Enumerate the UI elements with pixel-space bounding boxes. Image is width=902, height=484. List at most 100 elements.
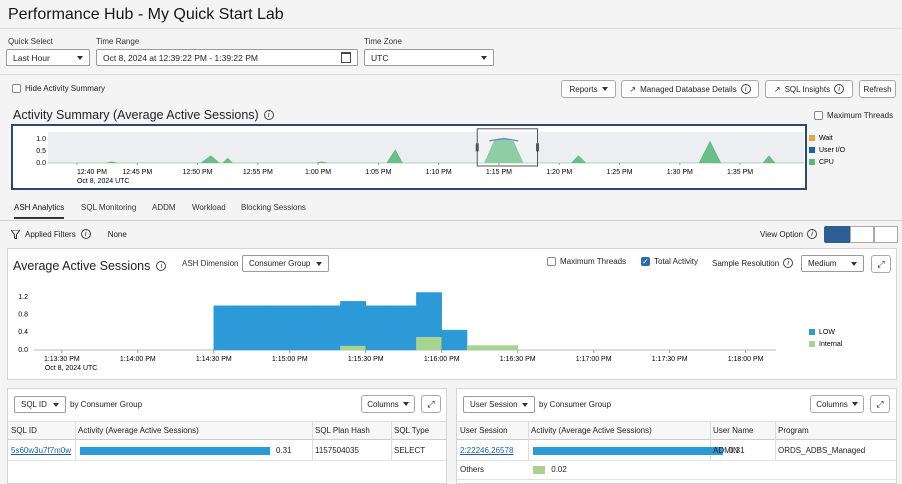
ash-title: Average Active Sessions <box>13 259 151 273</box>
activity-value: 0.31 <box>276 446 292 455</box>
ash-heading: Average Active Sessions i <box>13 259 167 273</box>
column-divider <box>391 421 392 461</box>
quick-select[interactable]: Last Hour <box>6 49 90 66</box>
dimension-value: SQL ID <box>21 400 47 409</box>
info-icon: i <box>834 84 845 94</box>
column-header: SQL ID <box>11 426 37 435</box>
dimension-select[interactable]: User Session <box>463 396 535 413</box>
dimension-select[interactable]: SQL ID <box>14 396 66 413</box>
expand-button[interactable]: ⤢ <box>871 255 891 273</box>
toolbar-button[interactable]: Reports <box>561 80 616 98</box>
sample-resolution: Sample Resolution i <box>712 258 794 268</box>
ash-dimension-select[interactable]: Consumer Group <box>242 255 329 272</box>
column-divider <box>312 421 313 461</box>
legend-swatch <box>809 135 815 141</box>
column-header: Program <box>778 426 809 435</box>
time-zone-value: UTC <box>371 52 389 63</box>
legend-label: CPU <box>819 159 834 166</box>
summary-chart-frame <box>11 124 807 190</box>
view-chart-button[interactable] <box>824 226 850 243</box>
summary-heading: Activity Summary (Average Active Session… <box>13 108 274 122</box>
link-icon: ↗ <box>629 84 637 94</box>
button-label: Managed Database Details <box>640 84 737 94</box>
calendar-icon <box>341 52 351 63</box>
caret <box>316 261 322 266</box>
ash-panel <box>7 248 897 380</box>
caret <box>522 402 528 407</box>
ash-total-activity[interactable]: ✓ Total Activity <box>641 257 698 266</box>
table-panel: User Session by Consumer Group Columns ⤢ Use… <box>456 388 897 484</box>
time-range-value: Oct 8, 2024 at 12:39:22 PM - 1:39:22 PM <box>103 52 258 63</box>
tab[interactable]: ADDM <box>152 203 176 212</box>
sample-resolution-label: Sample Resolution <box>712 258 780 268</box>
row-link[interactable]: 5s60w3u7f7m0w <box>11 446 72 455</box>
checkbox: ✓ <box>641 257 650 266</box>
column-header: Activity (Average Active Sessions) <box>531 426 652 435</box>
info-icon[interactable]: i <box>783 258 794 268</box>
sample-resolution-select[interactable]: Medium <box>801 255 864 272</box>
dimension-value: User Session <box>470 400 518 409</box>
toolbar-button[interactable]: Refresh <box>859 80 896 98</box>
button-label: Refresh <box>863 84 892 94</box>
view-table-button[interactable] <box>874 226 898 243</box>
row-link[interactable]: 2:22246,26578 <box>460 446 514 455</box>
max-threads-label: Maximum Threads <box>560 257 627 266</box>
total-activity-label: Total Activity <box>654 257 699 266</box>
hide-summary-label: Hide Activity Summary <box>25 84 106 93</box>
column-divider <box>528 421 529 461</box>
tab[interactable]: ASH Analytics <box>14 203 65 219</box>
caret <box>402 402 409 406</box>
max-threads-label: Maximum Threads <box>827 111 894 120</box>
summary-title: Activity Summary (Average Active Session… <box>13 108 259 122</box>
activity-bar <box>533 466 546 474</box>
info-icon[interactable]: i <box>156 261 167 271</box>
view-bar-button[interactable] <box>850 226 874 243</box>
cell: SELECT <box>394 446 426 455</box>
toolbar-button[interactable]: ↗ SQL Insights i <box>765 80 853 98</box>
time-range-input[interactable]: Oct 8, 2024 at 12:39:22 PM - 1:39:22 PM <box>96 49 358 66</box>
quick-select-value: Last Hour <box>13 52 50 63</box>
legend-swatch <box>809 147 815 153</box>
quick-select-label: Quick Select <box>8 37 53 46</box>
time-zone-label: Time Zone <box>364 37 402 46</box>
button-label: SQL Insights <box>784 84 831 94</box>
view-option: View Option i <box>760 229 817 239</box>
column-header: User Session <box>460 426 508 435</box>
info-icon: i <box>740 84 751 94</box>
info-icon[interactable]: i <box>807 229 817 239</box>
sample-resolution-value: Medium <box>808 259 837 268</box>
tab[interactable]: Blocking Sessions <box>241 203 306 212</box>
caret <box>53 402 59 407</box>
checkbox <box>547 257 556 266</box>
tab[interactable]: Workload <box>192 203 226 212</box>
hide-summary-toggle[interactable]: Hide Activity Summary <box>12 84 105 93</box>
group-by-label: by Consumer Group <box>539 400 612 409</box>
view-option-label: View Option <box>760 229 803 239</box>
columns-button[interactable]: Columns <box>810 395 864 413</box>
summary-max-threads[interactable]: Maximum Threads <box>814 111 893 120</box>
expand-button[interactable]: ⤢ <box>421 395 441 413</box>
columns-label: Columns <box>367 399 399 409</box>
tab[interactable]: SQL Monitoring <box>81 203 137 212</box>
ash-dimension-label: ASH Dimension <box>182 259 239 268</box>
row-divider <box>457 460 896 461</box>
info-icon[interactable]: i <box>263 110 274 120</box>
time-zone-select[interactable]: UTC <box>364 49 494 66</box>
table-panel: SQL ID by Consumer Group Columns ⤢ SQL ID Act… <box>7 388 447 484</box>
info-icon[interactable]: i <box>80 229 91 239</box>
cell: ADMIN <box>713 446 739 455</box>
columns-button[interactable]: Columns <box>361 395 415 413</box>
column-divider <box>710 421 711 461</box>
toolbar-button[interactable]: ↗ Managed Database Details i <box>621 80 759 98</box>
caret <box>851 402 858 406</box>
filter-icon <box>11 229 20 239</box>
expand-button[interactable]: ⤢ <box>870 395 890 413</box>
filters-label: Applied Filters <box>25 229 76 239</box>
table-header <box>457 421 896 440</box>
ash-max-threads[interactable]: Maximum Threads <box>547 257 626 266</box>
legend-label: User I/O <box>819 147 846 154</box>
cell: 1157504035 <box>315 446 359 455</box>
legend-label: Wait <box>819 135 833 142</box>
column-header: User Name <box>713 426 754 435</box>
